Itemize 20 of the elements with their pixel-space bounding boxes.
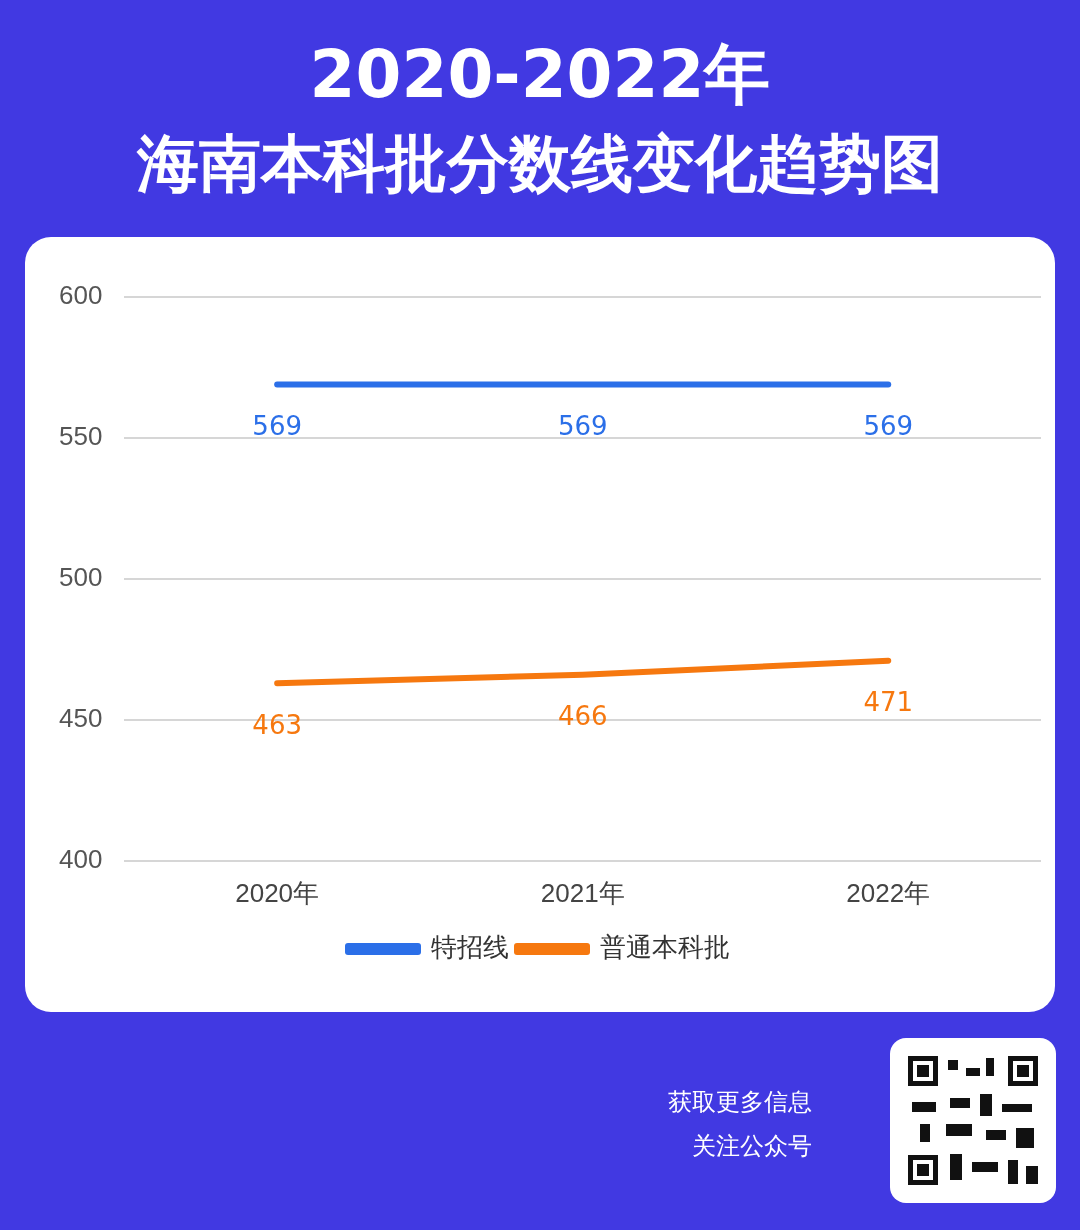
y-tick-label: 600 xyxy=(58,280,103,311)
data-label: 569 xyxy=(863,411,914,442)
y-tick-label: 450 xyxy=(58,703,103,734)
x-tick-label: 2020年 xyxy=(235,877,320,908)
data-label: 569 xyxy=(557,411,608,442)
y-tick-label: 500 xyxy=(58,562,103,593)
data-label: 569 xyxy=(252,411,302,442)
x-tick-label: 2022年 xyxy=(846,877,931,908)
text: 关注公众号 xyxy=(691,1131,812,1162)
data-label: 466 xyxy=(557,701,608,732)
chart-title: 2020-2022年 xyxy=(308,35,772,115)
chart-subtitle: 海南本科批分数线变化趋势图 xyxy=(136,126,944,202)
x-tick-label: 2021年 xyxy=(540,877,625,908)
legend-label: 特招线 xyxy=(431,932,509,963)
data-label: 463 xyxy=(252,709,302,740)
y-tick-label: 550 xyxy=(58,421,103,452)
legend-label: 普通本科批 xyxy=(600,932,730,963)
data-label: 471 xyxy=(863,687,914,718)
text: 获取更多信息 xyxy=(668,1087,812,1118)
y-tick-label: 400 xyxy=(58,843,103,874)
